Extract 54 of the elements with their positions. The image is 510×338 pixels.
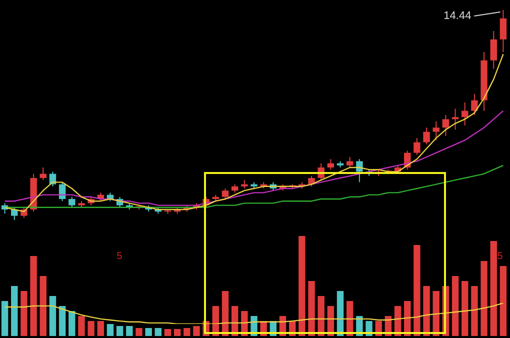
- bar: [432, 291, 440, 336]
- bar: [500, 266, 507, 336]
- bar: [68, 311, 76, 336]
- candlestick: [346, 156, 354, 168]
- candlestick: [500, 10, 507, 52]
- candlestick: [452, 108, 459, 130]
- candlestick: [462, 102, 468, 126]
- bar: [20, 291, 28, 336]
- bar: [490, 241, 497, 336]
- bar: [30, 256, 37, 336]
- candlestick: [222, 188, 229, 200]
- bar: [116, 326, 124, 336]
- bar: [164, 329, 172, 336]
- bar: [49, 296, 56, 336]
- bar: [88, 321, 94, 336]
- bar: [462, 281, 468, 336]
- bar: [78, 316, 85, 336]
- annotation: 5: [116, 250, 123, 262]
- candlestick: [442, 114, 450, 136]
- candlestick: [11, 206, 18, 220]
- bar: [174, 329, 181, 336]
- bar: [58, 306, 66, 336]
- bar: [222, 291, 229, 336]
- bar: [1, 301, 8, 336]
- bar: [136, 328, 142, 336]
- bar: [414, 245, 420, 336]
- candlestick: [490, 30, 497, 70]
- bar: [11, 286, 18, 336]
- annotation: 5: [497, 250, 504, 262]
- bar: [452, 276, 459, 336]
- bar: [308, 281, 315, 336]
- bar: [471, 286, 478, 336]
- candlestick: [423, 127, 430, 145]
- candlestick: [68, 196, 76, 208]
- candlestick: [356, 158, 363, 183]
- bar: [126, 326, 133, 336]
- bar: [423, 286, 430, 336]
- annotation: 14.44: [444, 10, 472, 22]
- bar: [145, 328, 152, 336]
- candlestick: [327, 158, 334, 170]
- candlestick: [471, 94, 478, 116]
- bar: [193, 326, 200, 336]
- bar: [480, 261, 488, 336]
- bar: [318, 296, 324, 336]
- bar: [106, 324, 114, 336]
- bar: [97, 321, 104, 336]
- bar: [184, 328, 190, 336]
- candlestick: [432, 120, 440, 141]
- bar: [154, 328, 162, 336]
- bar: [40, 276, 46, 336]
- candlestick: [414, 138, 420, 156]
- bar: [298, 236, 306, 336]
- candlestick: [40, 167, 46, 181]
- bar: [336, 291, 344, 336]
